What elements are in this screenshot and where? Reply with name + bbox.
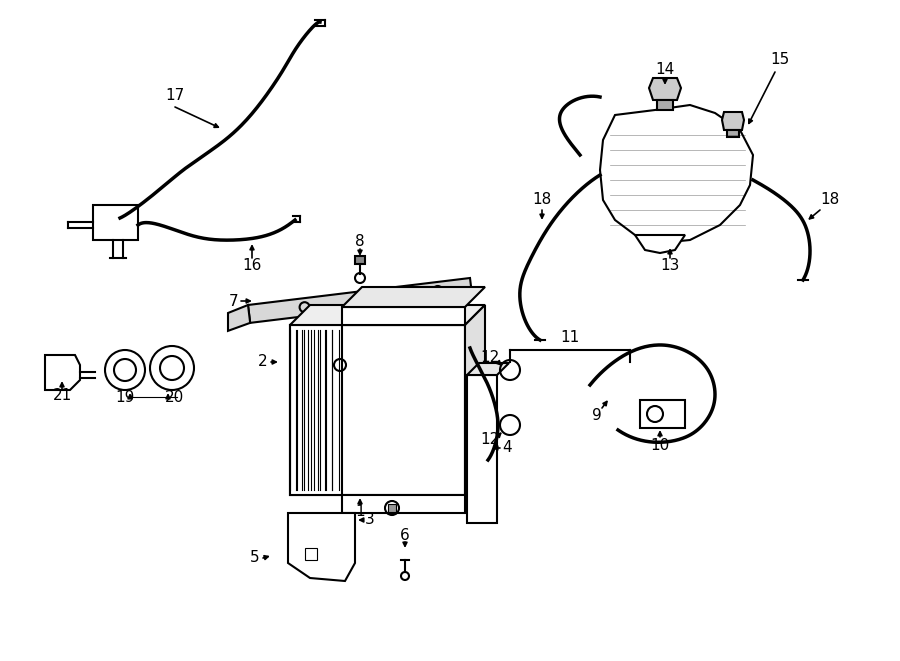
Text: 5: 5 bbox=[250, 551, 260, 566]
Polygon shape bbox=[342, 287, 485, 307]
Bar bbox=[388, 504, 396, 512]
Text: 14: 14 bbox=[655, 63, 675, 77]
Text: 7: 7 bbox=[230, 293, 238, 309]
Text: 17: 17 bbox=[166, 87, 184, 102]
Bar bbox=[290, 325, 342, 495]
Polygon shape bbox=[635, 235, 685, 253]
Polygon shape bbox=[228, 305, 250, 331]
Text: 8: 8 bbox=[356, 235, 364, 249]
Text: 19: 19 bbox=[115, 389, 135, 405]
Text: 6: 6 bbox=[400, 527, 410, 543]
Text: 18: 18 bbox=[533, 192, 552, 208]
Polygon shape bbox=[248, 278, 472, 323]
Bar bbox=[657, 100, 673, 110]
Bar bbox=[290, 325, 465, 495]
Text: 9: 9 bbox=[592, 407, 602, 422]
Text: 11: 11 bbox=[561, 330, 580, 346]
Text: 2: 2 bbox=[258, 354, 268, 369]
Bar bbox=[640, 400, 685, 428]
Bar bbox=[727, 130, 739, 137]
Polygon shape bbox=[467, 363, 509, 375]
Polygon shape bbox=[467, 375, 497, 523]
Polygon shape bbox=[290, 305, 485, 325]
Text: 15: 15 bbox=[770, 52, 789, 67]
Text: 16: 16 bbox=[242, 258, 262, 272]
Text: 21: 21 bbox=[52, 387, 72, 403]
Text: 10: 10 bbox=[651, 438, 670, 453]
Polygon shape bbox=[649, 78, 681, 100]
Text: 13: 13 bbox=[661, 258, 680, 272]
Text: 12: 12 bbox=[481, 350, 500, 366]
Text: 18: 18 bbox=[821, 192, 840, 208]
Polygon shape bbox=[465, 305, 485, 495]
Text: 12: 12 bbox=[481, 432, 500, 447]
Text: 3: 3 bbox=[365, 512, 375, 527]
Polygon shape bbox=[288, 513, 355, 581]
Bar bbox=[305, 548, 317, 560]
Bar bbox=[342, 307, 465, 325]
Text: 4: 4 bbox=[502, 440, 512, 455]
Text: 20: 20 bbox=[166, 389, 184, 405]
Polygon shape bbox=[722, 112, 744, 130]
Text: 1: 1 bbox=[356, 504, 364, 520]
Polygon shape bbox=[600, 105, 753, 243]
Bar bbox=[342, 495, 465, 513]
Polygon shape bbox=[45, 355, 80, 390]
Bar bbox=[355, 256, 365, 264]
Polygon shape bbox=[93, 205, 138, 240]
